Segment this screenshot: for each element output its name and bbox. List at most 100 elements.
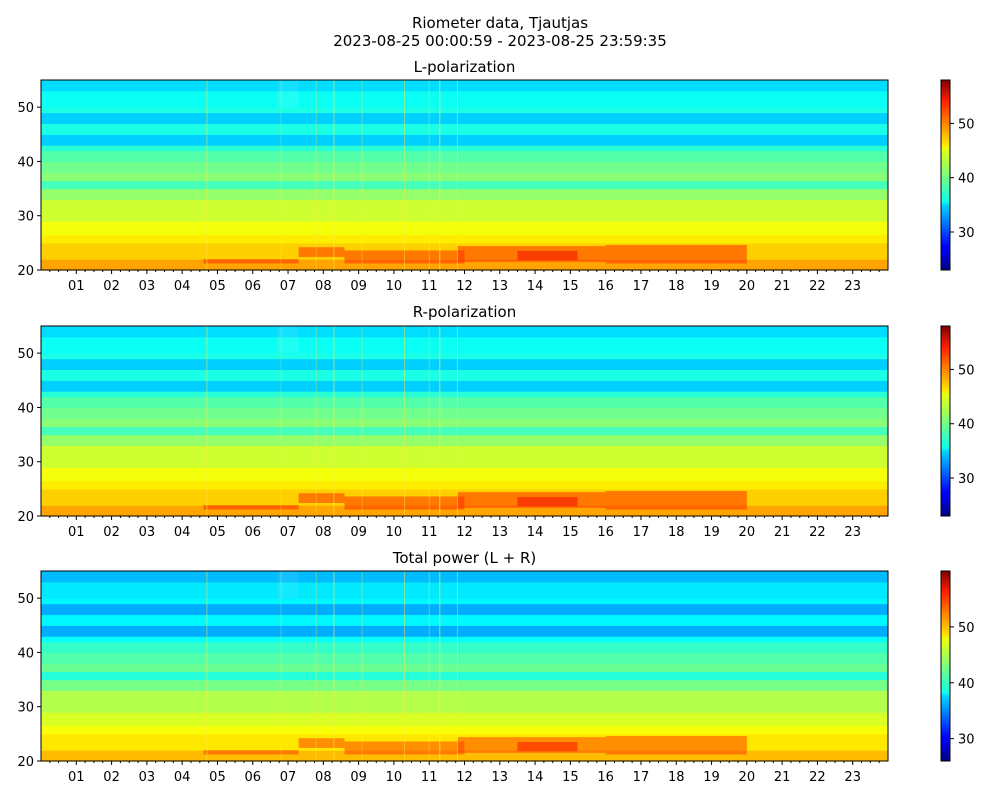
heatmap-band <box>41 177 888 182</box>
heatmap-band <box>41 682 888 686</box>
heatmap-band <box>41 590 888 594</box>
heatmap-band <box>41 107 888 111</box>
heatmap-band <box>41 180 888 184</box>
heatmap-band <box>41 161 888 165</box>
x-tick-label: 21 <box>774 770 791 785</box>
heatmap-band <box>41 450 888 455</box>
heatmap-band <box>41 388 888 392</box>
enhancement-patch <box>605 491 747 510</box>
enhancement-patch <box>605 245 747 264</box>
heatmap-band <box>41 472 888 476</box>
x-tick-label: 07 <box>280 770 297 785</box>
heatmap-band <box>41 676 888 681</box>
heatmap-band <box>41 131 888 135</box>
heatmap-band <box>41 350 888 354</box>
heatmap-band <box>41 134 888 138</box>
heatmap-band <box>41 758 888 762</box>
x-tick-label: 08 <box>315 525 332 540</box>
heatmap-band <box>41 644 888 648</box>
enhancement-patch <box>203 750 299 755</box>
enhancement-patch <box>344 250 465 264</box>
heatmap-band <box>41 636 888 640</box>
heatmap-band <box>41 478 888 482</box>
heatmap-band <box>41 399 888 403</box>
x-tick-label: 07 <box>280 279 297 294</box>
x-tick-label: 11 <box>421 770 438 785</box>
heatmap-band <box>41 104 888 108</box>
heatmap-band <box>41 598 888 602</box>
heatmap-band <box>41 714 888 719</box>
y-tick-label: 30 <box>17 701 34 716</box>
x-tick-label: 17 <box>633 770 650 785</box>
heatmap-band <box>41 139 888 144</box>
heatmap-band <box>41 232 888 236</box>
heatmap-band <box>41 630 888 635</box>
heatmap-band <box>41 229 888 233</box>
heatmap <box>41 571 888 762</box>
y-tick-label: 20 <box>17 510 34 525</box>
heatmap-band <box>41 147 888 152</box>
panel-title: Total power (L + R) <box>392 549 537 567</box>
heatmap-band <box>41 628 888 632</box>
enhancement-patch <box>203 259 299 264</box>
heatmap-band <box>41 118 888 122</box>
enhancement-patch <box>517 742 578 752</box>
colorbar <box>940 79 951 271</box>
heatmap-band <box>41 486 888 490</box>
x-tick-label: 14 <box>527 525 544 540</box>
heatmap-band <box>41 733 888 738</box>
heatmap-band <box>41 218 888 222</box>
x-tick-label: 06 <box>244 279 261 294</box>
x-tick-label: 16 <box>597 279 614 294</box>
heatmap-band <box>41 649 888 654</box>
heatmap-band <box>41 415 888 419</box>
heatmap-band <box>41 752 888 757</box>
heatmap-band <box>41 698 888 702</box>
heatmap-band <box>41 199 888 203</box>
x-tick-label: 01 <box>68 770 85 785</box>
x-tick-label: 12 <box>456 770 473 785</box>
colorbar-tick-label: 30 <box>958 226 975 241</box>
heatmap-band <box>41 85 888 89</box>
interference-streak <box>277 326 299 354</box>
enhancement-patch <box>344 496 465 510</box>
figure-title: Riometer data, Tjautjas <box>412 14 588 32</box>
heatmap-band <box>41 573 888 578</box>
colorbar-tick-label: 30 <box>958 472 975 487</box>
x-tick-label: 21 <box>774 525 791 540</box>
heatmap-band <box>41 461 888 466</box>
heatmap-band <box>41 679 888 683</box>
heatmap-band <box>41 339 888 343</box>
heatmap-band <box>41 671 888 675</box>
heatmap-band <box>41 156 888 160</box>
heatmap-band <box>41 611 888 616</box>
heatmap-band <box>41 334 888 338</box>
heatmap-band <box>41 109 888 114</box>
heatmap-band <box>41 240 888 244</box>
x-tick-label: 04 <box>174 525 191 540</box>
x-tick-label: 13 <box>492 525 509 540</box>
heatmap-band <box>41 185 888 190</box>
heatmap-band <box>41 191 888 195</box>
heatmap-band <box>41 448 888 452</box>
heatmap-band <box>41 355 888 360</box>
heatmap-band <box>41 440 888 444</box>
x-tick-label: 01 <box>68 525 85 540</box>
enhancement-patch <box>298 493 345 503</box>
heatmap-band <box>41 464 888 468</box>
y-tick-label: 30 <box>17 210 34 225</box>
heatmap-band <box>41 366 888 371</box>
y-tick-label: 40 <box>17 401 34 416</box>
x-tick-label: 02 <box>103 770 120 785</box>
heatmap-band <box>41 364 888 368</box>
heatmap-band <box>41 326 888 330</box>
heatmap-band <box>41 483 888 487</box>
heatmap-band <box>41 701 888 705</box>
heatmap-band <box>41 402 888 406</box>
heatmap-band <box>41 459 888 463</box>
heatmap-band <box>41 469 888 474</box>
heatmap-band <box>41 396 888 400</box>
heatmap-band <box>41 617 888 621</box>
x-tick-label: 02 <box>103 525 120 540</box>
heatmap-band <box>41 88 888 92</box>
